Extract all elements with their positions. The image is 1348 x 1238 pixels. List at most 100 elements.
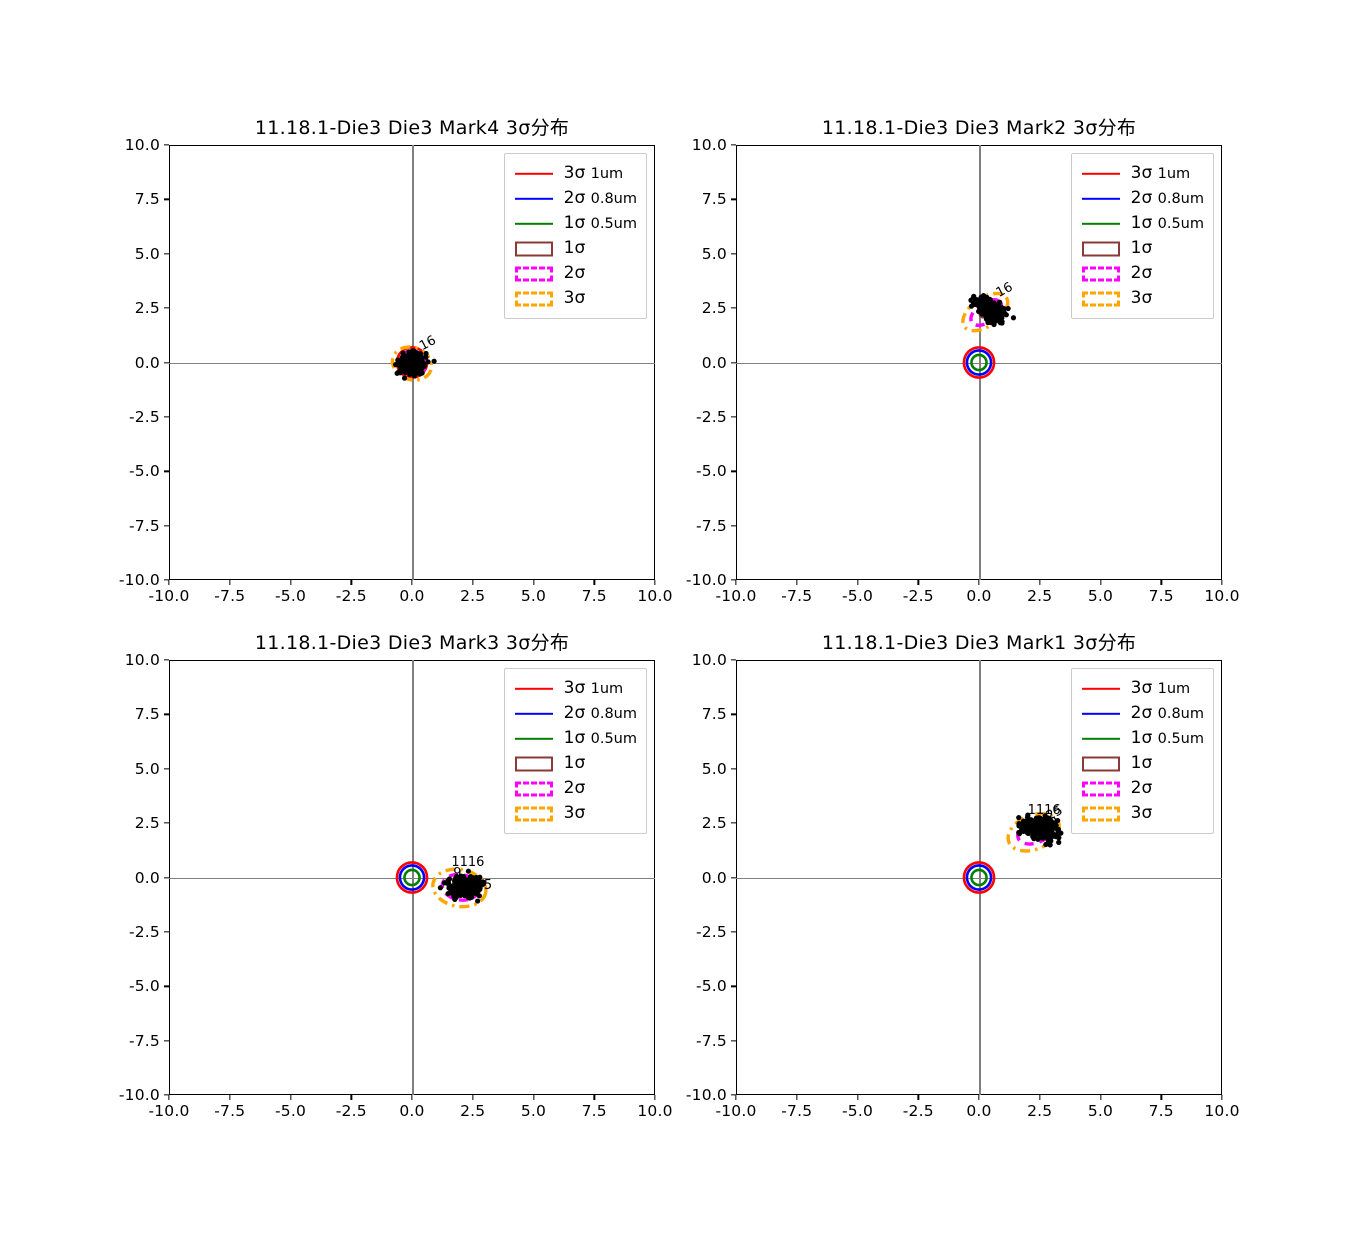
- y-tick-mark: [731, 659, 736, 661]
- y-tick-label: 10.0: [691, 136, 727, 154]
- legend-unit-text: 0.5um: [590, 216, 637, 232]
- legend-key-line: [513, 214, 555, 234]
- legend-sigma-text: 2σ: [563, 703, 586, 723]
- x-tick-mark: [654, 580, 656, 585]
- legend-sigma-text: 1σ: [1130, 728, 1153, 748]
- subplot-mark3: 11.18.1-Die3 Die3 Mark3 3σ分布 10.0 7.5 5.0 2.…: [119, 632, 673, 1120]
- x-tick-label: -7.5: [214, 587, 246, 605]
- legend-line-swatch: [514, 712, 553, 715]
- legend-line-swatch: [1081, 687, 1120, 690]
- legend-entry: 2σ: [1080, 261, 1204, 286]
- legend-unit-text: 1um: [590, 166, 624, 182]
- legend-entry: 3σ: [1080, 801, 1204, 826]
- y-tick-label: 2.5: [134, 299, 160, 318]
- y-tick-label: 0.0: [701, 868, 727, 887]
- y-tick-mark: [164, 144, 169, 146]
- y-tick-mark: [164, 524, 169, 527]
- y-tick-mark: [731, 579, 736, 581]
- legend-key-line: [513, 164, 555, 184]
- legend-label: 2σ: [1131, 780, 1153, 797]
- legend-entry: 1σ: [513, 236, 637, 261]
- legend-entry: 3σ 1um: [513, 676, 637, 701]
- legend-entry: 2σ: [513, 261, 637, 286]
- y-tick-mark: [164, 253, 169, 255]
- y-zero-axis-line: [979, 660, 981, 1095]
- legend-box-swatch: [514, 756, 553, 771]
- legend-label: 3σ: [1131, 290, 1153, 307]
- legend-box-swatch: [1081, 781, 1120, 796]
- x-tick-mark: [472, 580, 474, 585]
- x-tick-mark: [654, 1095, 656, 1100]
- legend-sigma-text: 3σ: [1130, 288, 1153, 308]
- legend-entry: 3σ 1um: [1080, 676, 1204, 701]
- x-tick-mark: [1039, 1095, 1041, 1100]
- legend-label: 3σ: [1131, 805, 1153, 822]
- subplot-mark4: 11.18.1-Die3 Die3 Mark4 3σ分布 10.0 7.5 5.0 2.…: [119, 117, 673, 605]
- y-tick-label: 0.0: [134, 353, 160, 372]
- y-tick-mark: [731, 985, 736, 987]
- legend-sigma-text: 2σ: [563, 188, 586, 208]
- legend-sigma-text: 3σ: [563, 803, 586, 823]
- legend-sigma-text: 1σ: [563, 753, 586, 773]
- x-tick-mark: [593, 580, 595, 585]
- legend-key-box-dashed: [513, 264, 555, 284]
- y-tick-mark: [731, 1039, 736, 1042]
- legend-key-box-dashdot: [1080, 804, 1122, 824]
- subplot-mark2: 11.18.1-Die3 Die3 Mark2 3σ分布 10.0 7.5 5.0 2.…: [686, 117, 1240, 605]
- x-tick-mark: [289, 580, 292, 585]
- legend-label: 3σ: [564, 805, 586, 822]
- x-tick-mark: [1160, 1095, 1162, 1100]
- y-tick-mark: [731, 307, 736, 309]
- y-tick-label: -2.5: [695, 407, 727, 426]
- x-tick-label: 10.0: [1204, 1102, 1240, 1120]
- legend-label: 3σ 1um: [564, 680, 624, 697]
- y-tick-mark: [731, 713, 736, 716]
- legend-key-line: [1080, 679, 1122, 699]
- legend-label: 1σ 0.5um: [564, 215, 637, 232]
- legend-line-swatch: [1081, 222, 1120, 225]
- y-tick-label: 7.5: [134, 705, 160, 724]
- legend-key-box-dashdot: [513, 804, 555, 824]
- x-tick-mark: [1221, 580, 1223, 585]
- legend-label: 3σ: [564, 290, 586, 307]
- legend-label: 3σ 1um: [1131, 680, 1191, 697]
- legend-label: 1σ 0.5um: [1131, 730, 1204, 747]
- y-tick-mark: [164, 931, 169, 933]
- legend-unit-text: 0.8um: [590, 706, 637, 722]
- legend-sigma-text: 1σ: [1130, 238, 1153, 258]
- y-tick-label: 5.0: [701, 759, 727, 778]
- y-tick-label: -2.5: [695, 922, 727, 941]
- legend-label: 2σ 0.8um: [564, 705, 637, 722]
- x-tick-mark: [532, 1095, 535, 1100]
- x-tick-mark: [735, 580, 737, 585]
- legend-line-swatch: [514, 172, 553, 175]
- x-tick-label: 10.0: [1204, 587, 1240, 605]
- legend-label: 1σ: [564, 755, 586, 772]
- legend-unit-text: 0.5um: [1157, 731, 1204, 747]
- legend-key-box-dashdot: [513, 289, 555, 309]
- x-tick-label: -2.5: [335, 587, 367, 605]
- x-tick-label: -5.0: [274, 1102, 307, 1120]
- legend-key-box-solid: [1080, 754, 1122, 774]
- legend-mark2: 3σ 1um 2σ 0.8um 1σ 0.5um 1σ 2σ 3σ: [1070, 153, 1214, 319]
- y-tick-label: -10.0: [118, 571, 160, 589]
- x-tick-label: 7.5: [1148, 587, 1174, 605]
- y-tick-label: 10.0: [124, 651, 160, 669]
- legend-box-swatch: [514, 781, 553, 796]
- legend-label: 1σ: [564, 240, 586, 257]
- y-tick-mark: [164, 307, 169, 309]
- x-tick-label: 5.0: [520, 587, 547, 605]
- y-tick-label: -2.5: [128, 922, 160, 941]
- x-tick-mark: [472, 1095, 474, 1100]
- x-tick-label: -2.5: [902, 1102, 934, 1120]
- legend-mark1: 3σ 1um 2σ 0.8um 1σ 0.5um 1σ 2σ 3σ: [1070, 668, 1214, 834]
- y-tick-mark: [731, 198, 736, 201]
- legend-box-swatch: [514, 266, 553, 281]
- y-tick-label: 7.5: [134, 190, 160, 209]
- legend-label: 2σ: [564, 265, 586, 282]
- legend-label: 3σ 1um: [1131, 165, 1191, 182]
- legend-entry: 2σ 0.8um: [513, 186, 637, 211]
- legend-sigma-text: 2σ: [1130, 703, 1153, 723]
- plot-title-mark3: 11.18.1-Die3 Die3 Mark3 3σ分布: [254, 632, 570, 654]
- legend-entry: 1σ: [1080, 236, 1204, 261]
